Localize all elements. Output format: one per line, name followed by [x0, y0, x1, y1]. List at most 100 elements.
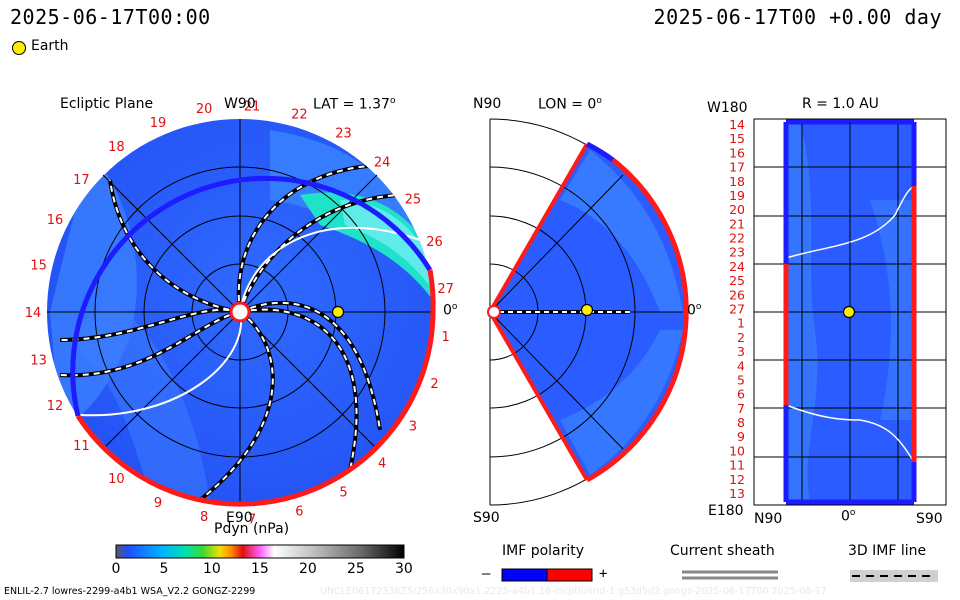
carrington-label: 9	[154, 496, 162, 511]
imf-polarity-title: IMF polarity	[502, 543, 585, 559]
imf-positive-swatch	[546, 568, 593, 582]
carrington-label: 17	[73, 173, 90, 188]
radial-y-label: 16	[729, 145, 745, 160]
radial-y-label: 22	[729, 231, 745, 246]
imf-line-title: 3D IMF line	[848, 543, 927, 559]
carrington-label: 15	[30, 258, 47, 273]
carrington-label: 5	[339, 485, 347, 500]
radial-y-label: 10	[729, 443, 745, 458]
timestamp-left: 2025-06-17T00:00	[10, 5, 211, 29]
carrington-label: 6	[295, 504, 303, 519]
radial-y-label: 7	[737, 401, 745, 416]
earth-legend-label: Earth	[31, 38, 69, 54]
carrington-label: 25	[405, 192, 422, 207]
radial-x-label-s90: S90	[916, 511, 943, 527]
radial-y-label: 12	[729, 472, 745, 487]
ecliptic-bottom-label: E90	[226, 510, 253, 526]
meridional-bottom-label: S90	[473, 510, 500, 526]
current-sheath-title: Current sheath	[670, 543, 775, 559]
ecliptic-right-label: 0o	[443, 302, 458, 319]
radial-y-label: 5	[737, 373, 745, 388]
radial-x-label-0: 0o	[841, 508, 856, 525]
carrington-label: 1	[441, 330, 449, 345]
colorbar-tick-label: 25	[347, 561, 365, 577]
radial-y-label: 25	[729, 273, 745, 288]
radial-title: R = 1.0 AU	[802, 96, 879, 112]
colorbar-tick-label: 0	[111, 561, 121, 577]
radial-y-label: 19	[729, 188, 745, 203]
colorbar-title: Pdyn (nPa)	[214, 521, 290, 537]
radial-y-label: 14	[729, 117, 745, 132]
carrington-label: 11	[73, 439, 90, 454]
meridional-top-label: N90	[473, 96, 502, 112]
radial-bottom-left: E180	[708, 503, 744, 519]
radial-y-label: 9	[737, 429, 745, 444]
sun-icon	[229, 301, 251, 323]
carrington-label: 10	[108, 472, 125, 487]
radial-y-labels: 1415161718192021222324252627123456789101…	[729, 117, 745, 501]
radial-y-label: 20	[729, 202, 745, 217]
carrington-label: 20	[196, 102, 213, 117]
carrington-label: 26	[426, 235, 443, 250]
radial-y-label: 18	[729, 174, 745, 189]
carrington-label: 12	[47, 399, 64, 414]
carrington-label: 22	[291, 108, 308, 123]
radial-y-label: 2	[737, 330, 745, 345]
radial-panel: 1415161718192021222324252627123456789101…	[729, 117, 947, 506]
meridional-right-label: 0o	[687, 302, 702, 319]
imf-plus-label: +	[599, 566, 608, 582]
meridional-plane-panel	[487, 118, 689, 506]
earth-marker-meridional	[580, 303, 594, 317]
colorbar-tick-label: 5	[159, 561, 169, 577]
pdyn-colorbar	[115, 544, 405, 559]
ecliptic-lat: LAT = 1.37o	[313, 96, 396, 113]
ecliptic-top-label: W90	[224, 96, 256, 112]
radial-top-left: W180	[707, 100, 748, 116]
carrington-label: 2	[430, 377, 438, 392]
carrington-label: 14	[25, 306, 42, 321]
earth-legend-icon	[12, 41, 26, 55]
ecliptic-border-positive	[75, 311, 436, 507]
imf-field-lines	[59, 163, 421, 502]
radial-y-label: 1	[737, 316, 745, 331]
radial-y-label: 6	[737, 387, 745, 402]
radial-y-label: 3	[737, 344, 745, 359]
carrington-label: 4	[378, 457, 386, 472]
radial-y-label: 15	[729, 131, 745, 146]
ecliptic-border-negative	[70, 175, 433, 417]
earth-marker-ecliptic	[331, 305, 345, 319]
carrington-label: 16	[47, 213, 64, 228]
radial-y-label: 26	[729, 287, 745, 302]
imf-minus-label: –	[482, 566, 491, 582]
radial-y-label: 27	[729, 302, 745, 317]
radial-y-label: 13	[729, 486, 745, 501]
footer-model-info: ENLIL-2.7 lowres-2299-a4b1 WSA_V2.2 GONG…	[4, 586, 256, 597]
earth-marker-radial	[842, 305, 856, 319]
carrington-label: 23	[335, 127, 352, 142]
carrington-label: 21	[244, 99, 261, 114]
carrington-label: 13	[30, 354, 47, 369]
carrington-label: 8	[200, 510, 208, 525]
radial-y-label: 4	[737, 358, 745, 373]
carrington-label: 18	[108, 140, 125, 155]
radial-y-label: 17	[729, 160, 745, 175]
carrington-label: 3	[409, 420, 417, 435]
colorbar-tick-label: 15	[251, 561, 269, 577]
carrington-label: 24	[374, 155, 391, 170]
colorbar-tick-label: 20	[299, 561, 317, 577]
timestamp-right: 2025-06-17T00 +0.00 day	[653, 5, 942, 29]
colorbar-tick-label: 30	[395, 561, 413, 577]
colorbar-tick-label: 10	[203, 561, 221, 577]
meridional-lon: LON = 0o	[538, 96, 602, 113]
ecliptic-title: Ecliptic Plane	[60, 96, 154, 112]
carrington-label: 27	[437, 282, 454, 297]
radial-x-label-n90: N90	[754, 511, 783, 527]
imf-negative-swatch	[501, 568, 548, 582]
radial-y-label: 11	[729, 458, 745, 473]
carrington-label: 19	[150, 116, 167, 131]
radial-y-label: 21	[729, 216, 745, 231]
radial-y-label: 8	[737, 415, 745, 430]
